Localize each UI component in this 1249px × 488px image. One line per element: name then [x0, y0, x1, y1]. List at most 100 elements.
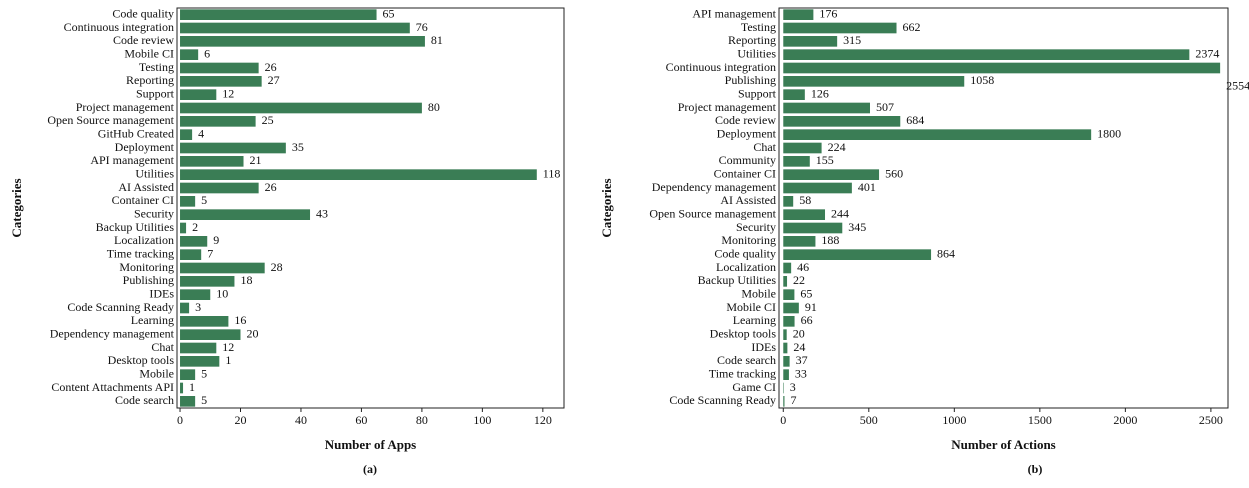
bar	[180, 9, 377, 20]
bar	[783, 289, 795, 300]
bar	[783, 129, 1092, 140]
plot-frame	[176, 7, 565, 409]
y-tick-label: Continuous integration	[64, 20, 174, 34]
bar	[180, 49, 199, 60]
y-tick-label: Localization	[114, 233, 174, 247]
y-tick-label: Continuous integration	[666, 60, 776, 74]
y-tick-label: Code search	[115, 393, 174, 407]
bar	[180, 89, 217, 100]
y-tick-label: IDEs	[751, 340, 776, 354]
y-tick-label: Dependency management	[50, 326, 175, 340]
y-tick-label: Open Source management	[47, 113, 174, 127]
y-tick-label: Code review	[715, 113, 776, 127]
y-tick-label: Chat	[753, 140, 776, 154]
y-tick-label: API management	[692, 6, 776, 20]
x-axis-title: Number of Apps	[325, 437, 417, 452]
data-label: 315	[843, 33, 861, 47]
y-tick-label: AI Assisted	[118, 180, 174, 194]
x-tick-label: 40	[295, 413, 307, 427]
data-label: 21	[250, 153, 262, 167]
data-label: 126	[811, 86, 829, 100]
data-label: 1058	[970, 73, 994, 87]
y-tick-label: Project management	[76, 100, 175, 114]
bar	[783, 382, 784, 394]
y-tick-label: Code quality	[112, 6, 174, 20]
y-tick-label: Learning	[733, 313, 776, 327]
bar	[783, 302, 799, 314]
y-tick-label: Container CI	[714, 166, 776, 180]
data-label: 2374	[1195, 46, 1219, 60]
y-tick-label: Desktop tools	[710, 326, 777, 340]
bar	[180, 102, 422, 114]
x-tick-label: 0	[177, 413, 183, 427]
y-tick-label: Publishing	[123, 273, 174, 287]
y-tick-label: Mobile	[741, 286, 776, 300]
x-tick-label: 100	[473, 413, 491, 427]
data-label: 91	[805, 300, 817, 314]
data-label: 27	[268, 73, 280, 87]
data-label: 12	[222, 86, 234, 100]
bar	[180, 249, 202, 260]
bar	[783, 182, 852, 194]
data-label: 81	[431, 33, 443, 47]
data-label: 684	[906, 113, 924, 127]
y-tick-label: Mobile CI	[124, 46, 174, 60]
bar	[783, 196, 794, 207]
bar	[783, 169, 880, 180]
data-label: 1	[189, 380, 195, 394]
data-label: 66	[801, 313, 813, 327]
data-label: 33	[795, 366, 807, 380]
y-tick-label: Security	[134, 206, 174, 220]
y-tick-label: GitHub Created	[98, 126, 174, 140]
data-label: 7	[790, 393, 796, 407]
bar	[783, 89, 805, 100]
data-label: 76	[416, 20, 428, 34]
x-tick-label: 120	[534, 413, 552, 427]
x-tick-label: 20	[234, 413, 246, 427]
y-tick-label: Utilities	[135, 166, 174, 180]
y-tick-label: Code search	[717, 353, 776, 367]
data-label: 24	[793, 340, 805, 354]
y-tick-label: API management	[90, 153, 174, 167]
y-tick-label: Mobile	[139, 366, 174, 380]
y-tick-label: Support	[738, 86, 777, 100]
bar	[180, 36, 425, 47]
data-label: 1	[225, 353, 231, 367]
bar	[783, 102, 870, 114]
y-tick-label: Testing	[741, 20, 776, 34]
data-label: 26	[265, 60, 277, 74]
data-label: 864	[937, 246, 955, 260]
caption: (a)	[363, 462, 377, 476]
bar	[783, 396, 785, 407]
bar	[783, 316, 795, 327]
y-tick-label: Code Scanning Ready	[67, 300, 174, 314]
data-label: 28	[271, 260, 283, 274]
bar	[180, 356, 220, 367]
y-tick-label: Time tracking	[709, 366, 776, 380]
bar	[783, 156, 810, 167]
bar	[180, 329, 241, 340]
bar	[180, 316, 229, 327]
bar	[180, 142, 286, 154]
x-axis-title: Number of Actions	[951, 437, 1055, 452]
y-tick-label: Community	[719, 153, 776, 167]
y-tick-label: Code Scanning Ready	[669, 393, 776, 407]
data-label: 507	[876, 100, 894, 114]
data-label: 244	[831, 206, 849, 220]
data-label: 80	[428, 100, 440, 114]
data-label: 5	[201, 366, 207, 380]
bar	[180, 116, 256, 127]
data-label: 12	[222, 340, 234, 354]
bar	[783, 76, 965, 87]
bar	[180, 196, 196, 207]
bar	[783, 356, 790, 367]
bar	[783, 276, 788, 287]
x-tick-label: 2000	[1113, 413, 1137, 427]
y-tick-label: Testing	[139, 60, 174, 74]
data-label: 65	[800, 286, 812, 300]
data-label: 1800	[1097, 126, 1121, 140]
data-label: 662	[903, 20, 921, 34]
data-label: 25	[262, 113, 274, 127]
bar	[783, 369, 789, 380]
